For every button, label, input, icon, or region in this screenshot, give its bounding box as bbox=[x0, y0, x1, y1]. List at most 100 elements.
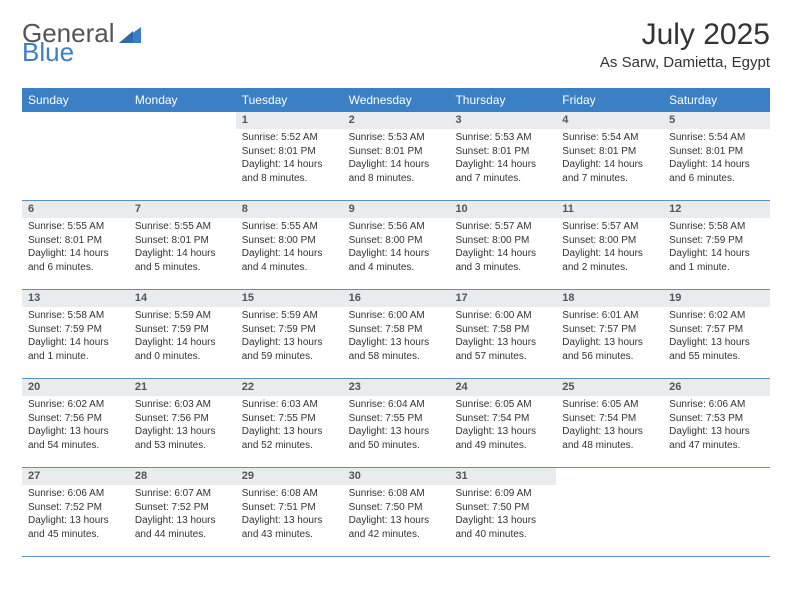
calendar-day: 17Sunrise: 6:00 AMSunset: 7:58 PMDayligh… bbox=[449, 290, 556, 378]
day-number: 28 bbox=[129, 468, 236, 485]
calendar-day: 19Sunrise: 6:02 AMSunset: 7:57 PMDayligh… bbox=[663, 290, 770, 378]
day-number bbox=[22, 112, 129, 129]
day-body bbox=[556, 485, 663, 487]
day-info-line: Daylight: 13 hours and 57 minutes. bbox=[455, 336, 550, 363]
day-number: 30 bbox=[343, 468, 450, 485]
calendar-day: 3Sunrise: 5:53 AMSunset: 8:01 PMDaylight… bbox=[449, 112, 556, 200]
day-body: Sunrise: 6:06 AMSunset: 7:53 PMDaylight:… bbox=[663, 396, 770, 452]
day-info-line: Sunset: 8:01 PM bbox=[242, 145, 337, 159]
day-info-line: Daylight: 13 hours and 47 minutes. bbox=[669, 425, 764, 452]
day-info-line: Daylight: 14 hours and 1 minute. bbox=[28, 336, 123, 363]
calendar-day bbox=[663, 468, 770, 556]
day-body: Sunrise: 6:06 AMSunset: 7:52 PMDaylight:… bbox=[22, 485, 129, 541]
day-info-line: Sunset: 8:01 PM bbox=[455, 145, 550, 159]
day-info-line: Sunset: 8:00 PM bbox=[349, 234, 444, 248]
calendar-day: 15Sunrise: 5:59 AMSunset: 7:59 PMDayligh… bbox=[236, 290, 343, 378]
day-info-line: Sunset: 7:53 PM bbox=[669, 412, 764, 426]
day-info-line: Sunset: 7:56 PM bbox=[28, 412, 123, 426]
day-info-line: Sunset: 7:59 PM bbox=[135, 323, 230, 337]
day-number: 11 bbox=[556, 201, 663, 218]
calendar-day: 27Sunrise: 6:06 AMSunset: 7:52 PMDayligh… bbox=[22, 468, 129, 556]
day-info-line: Sunset: 8:00 PM bbox=[455, 234, 550, 248]
day-body: Sunrise: 5:56 AMSunset: 8:00 PMDaylight:… bbox=[343, 218, 450, 274]
calendar-day: 11Sunrise: 5:57 AMSunset: 8:00 PMDayligh… bbox=[556, 201, 663, 289]
day-info-line: Sunset: 8:00 PM bbox=[242, 234, 337, 248]
calendar: Sunday Monday Tuesday Wednesday Thursday… bbox=[22, 88, 770, 557]
day-body: Sunrise: 6:07 AMSunset: 7:52 PMDaylight:… bbox=[129, 485, 236, 541]
day-info-line: Daylight: 14 hours and 7 minutes. bbox=[455, 158, 550, 185]
day-number bbox=[129, 112, 236, 129]
day-info-line: Sunrise: 5:54 AM bbox=[669, 131, 764, 145]
day-number: 14 bbox=[129, 290, 236, 307]
day-number: 31 bbox=[449, 468, 556, 485]
day-info-line: Sunset: 7:52 PM bbox=[135, 501, 230, 515]
day-number: 19 bbox=[663, 290, 770, 307]
day-body: Sunrise: 6:00 AMSunset: 7:58 PMDaylight:… bbox=[343, 307, 450, 363]
calendar-day bbox=[556, 468, 663, 556]
day-info-line: Sunrise: 6:02 AM bbox=[28, 398, 123, 412]
day-number: 26 bbox=[663, 379, 770, 396]
day-info-line: Daylight: 13 hours and 54 minutes. bbox=[28, 425, 123, 452]
calendar-day: 23Sunrise: 6:04 AMSunset: 7:55 PMDayligh… bbox=[343, 379, 450, 467]
day-info-line: Daylight: 14 hours and 6 minutes. bbox=[669, 158, 764, 185]
location: As Sarw, Damietta, Egypt bbox=[600, 54, 770, 71]
day-info-line: Sunrise: 5:56 AM bbox=[349, 220, 444, 234]
day-number: 22 bbox=[236, 379, 343, 396]
day-info-line: Sunrise: 5:54 AM bbox=[562, 131, 657, 145]
day-body: Sunrise: 6:04 AMSunset: 7:55 PMDaylight:… bbox=[343, 396, 450, 452]
calendar-day: 21Sunrise: 6:03 AMSunset: 7:56 PMDayligh… bbox=[129, 379, 236, 467]
day-info-line: Sunset: 7:59 PM bbox=[669, 234, 764, 248]
day-number: 13 bbox=[22, 290, 129, 307]
day-body: Sunrise: 5:53 AMSunset: 8:01 PMDaylight:… bbox=[449, 129, 556, 185]
logo-triangle-icon bbox=[119, 25, 141, 43]
day-info-line: Sunrise: 5:55 AM bbox=[242, 220, 337, 234]
calendar-day: 7Sunrise: 5:55 AMSunset: 8:01 PMDaylight… bbox=[129, 201, 236, 289]
day-number bbox=[556, 468, 663, 485]
day-info-line: Daylight: 13 hours and 40 minutes. bbox=[455, 514, 550, 541]
day-info-line: Sunset: 8:01 PM bbox=[669, 145, 764, 159]
day-body: Sunrise: 6:03 AMSunset: 7:55 PMDaylight:… bbox=[236, 396, 343, 452]
day-body: Sunrise: 5:54 AMSunset: 8:01 PMDaylight:… bbox=[556, 129, 663, 185]
day-number: 23 bbox=[343, 379, 450, 396]
calendar-day: 9Sunrise: 5:56 AMSunset: 8:00 PMDaylight… bbox=[343, 201, 450, 289]
calendar-day: 4Sunrise: 5:54 AMSunset: 8:01 PMDaylight… bbox=[556, 112, 663, 200]
day-body: Sunrise: 5:59 AMSunset: 7:59 PMDaylight:… bbox=[129, 307, 236, 363]
calendar-week: 27Sunrise: 6:06 AMSunset: 7:52 PMDayligh… bbox=[22, 468, 770, 557]
calendar-week: 6Sunrise: 5:55 AMSunset: 8:01 PMDaylight… bbox=[22, 201, 770, 290]
day-body: Sunrise: 5:58 AMSunset: 7:59 PMDaylight:… bbox=[663, 218, 770, 274]
day-info-line: Daylight: 14 hours and 0 minutes. bbox=[135, 336, 230, 363]
day-info-line: Sunset: 7:52 PM bbox=[28, 501, 123, 515]
day-info-line: Sunset: 7:51 PM bbox=[242, 501, 337, 515]
logo-text-2: Blue bbox=[22, 37, 74, 68]
day-number: 16 bbox=[343, 290, 450, 307]
day-info-line: Sunrise: 6:08 AM bbox=[349, 487, 444, 501]
day-info-line: Sunset: 8:00 PM bbox=[562, 234, 657, 248]
day-info-line: Sunrise: 5:55 AM bbox=[135, 220, 230, 234]
day-body: Sunrise: 5:55 AMSunset: 8:01 PMDaylight:… bbox=[129, 218, 236, 274]
day-body: Sunrise: 6:05 AMSunset: 7:54 PMDaylight:… bbox=[556, 396, 663, 452]
calendar-day bbox=[129, 112, 236, 200]
day-info-line: Sunrise: 5:52 AM bbox=[242, 131, 337, 145]
day-info-line: Sunrise: 6:00 AM bbox=[455, 309, 550, 323]
day-info-line: Daylight: 13 hours and 45 minutes. bbox=[28, 514, 123, 541]
calendar-day: 13Sunrise: 5:58 AMSunset: 7:59 PMDayligh… bbox=[22, 290, 129, 378]
calendar-week: 20Sunrise: 6:02 AMSunset: 7:56 PMDayligh… bbox=[22, 379, 770, 468]
day-info-line: Sunset: 7:50 PM bbox=[349, 501, 444, 515]
calendar-day: 8Sunrise: 5:55 AMSunset: 8:00 PMDaylight… bbox=[236, 201, 343, 289]
day-header: Friday bbox=[556, 88, 663, 112]
day-header: Saturday bbox=[663, 88, 770, 112]
day-info-line: Sunset: 7:58 PM bbox=[455, 323, 550, 337]
day-info-line: Daylight: 14 hours and 4 minutes. bbox=[349, 247, 444, 274]
day-number: 6 bbox=[22, 201, 129, 218]
day-number: 29 bbox=[236, 468, 343, 485]
calendar-day: 18Sunrise: 6:01 AMSunset: 7:57 PMDayligh… bbox=[556, 290, 663, 378]
day-info-line: Sunrise: 5:59 AM bbox=[242, 309, 337, 323]
day-info-line: Sunrise: 6:01 AM bbox=[562, 309, 657, 323]
day-number: 9 bbox=[343, 201, 450, 218]
calendar-day: 5Sunrise: 5:54 AMSunset: 8:01 PMDaylight… bbox=[663, 112, 770, 200]
day-info-line: Sunrise: 6:02 AM bbox=[669, 309, 764, 323]
day-info-line: Daylight: 14 hours and 2 minutes. bbox=[562, 247, 657, 274]
day-info-line: Sunset: 7:59 PM bbox=[28, 323, 123, 337]
day-number: 21 bbox=[129, 379, 236, 396]
day-number: 18 bbox=[556, 290, 663, 307]
